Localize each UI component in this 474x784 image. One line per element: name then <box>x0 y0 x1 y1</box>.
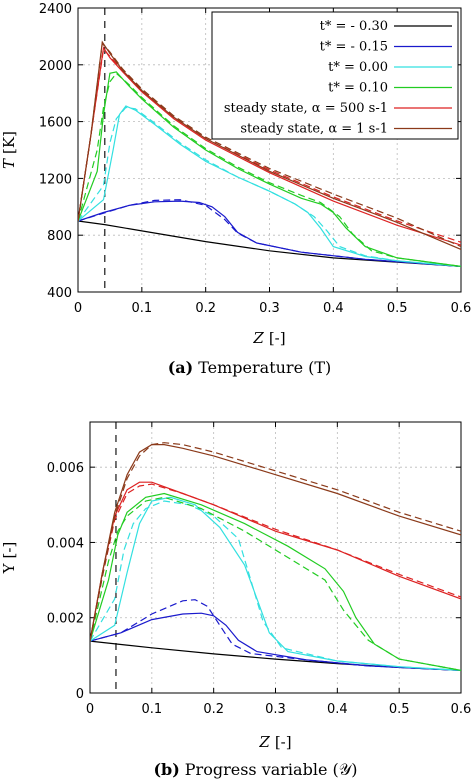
y-tick-label: 1200 <box>39 172 72 187</box>
series-line <box>78 40 461 250</box>
series-line <box>78 200 461 267</box>
x-tick-label: 0.4 <box>327 702 348 717</box>
y-tick-label: 2000 <box>39 59 72 74</box>
x-axis-variable: Z <box>252 329 264 347</box>
legend-label: t* = - 0.30 <box>320 19 388 34</box>
series-dashed-line <box>90 496 461 671</box>
series-line <box>78 46 461 246</box>
chart-temperature: 0 0.1 0.2 0.3 0.4 0.5 0.6 400 800 1200 1600 2000 240… <box>0 2 471 377</box>
y-tick-label: 1600 <box>39 116 72 131</box>
x-axis-unit: [-] <box>275 733 292 751</box>
legend-label: steady state, α = 500 s-1 <box>224 101 388 116</box>
y-axis-variable: Y <box>0 562 18 574</box>
figure-caption: (b) Progress variable (𝒴) <box>153 760 357 779</box>
x-tick-label: 0.1 <box>131 301 152 316</box>
x-tick-label: 0.6 <box>451 702 472 717</box>
x-tick-label: 0.3 <box>259 301 280 316</box>
x-axis-title: Z [-] <box>252 329 285 347</box>
y-tick-label: 0.004 <box>47 536 84 551</box>
y-axis-title: T [K] <box>0 131 18 169</box>
series-dashed-line <box>78 72 461 267</box>
legend-item: steady state, α = 500 s-1 <box>224 101 452 116</box>
x-tick-label: 0.6 <box>451 301 472 316</box>
x-tick-label: 0.5 <box>389 702 410 717</box>
y-tick-label: 0 <box>76 687 84 702</box>
x-tick-label: 0.2 <box>203 702 224 717</box>
series-line <box>78 105 461 267</box>
legend-item: t* = - 0.30 <box>320 19 452 34</box>
x-tick-label: 0.5 <box>387 301 408 316</box>
caption-tag: (b) <box>153 760 179 779</box>
series-line <box>90 640 461 671</box>
caption-text: Progress variable (𝒴) <box>185 760 358 779</box>
legend-box <box>211 11 459 140</box>
y-axis-unit: [-] <box>0 542 18 559</box>
x-tick-label: 0.3 <box>265 702 286 717</box>
series-line <box>90 612 461 671</box>
series-line <box>90 444 461 642</box>
caption-tag: (a) <box>168 358 194 377</box>
legend-label: t* = 0.00 <box>328 60 388 75</box>
legend-label: t* = - 0.15 <box>320 40 388 55</box>
x-axis-variable: Z <box>258 733 270 751</box>
series-dashed-line <box>90 500 461 671</box>
figure-caption: (a) Temperature (T) <box>168 358 332 377</box>
series-line <box>78 220 461 267</box>
x-tick-label: 0.1 <box>141 702 162 717</box>
x-axis-title: Z [-] <box>258 733 291 751</box>
legend-item: steady state, α = 1 s-1 <box>240 122 452 137</box>
y-tick-label: 400 <box>47 286 72 301</box>
x-axis-unit: [-] <box>269 329 286 347</box>
legend-label: t* = 0.10 <box>328 81 388 96</box>
curves <box>90 422 461 693</box>
y-axis-title: Y [-] <box>0 542 18 575</box>
series-dashed-line <box>78 106 461 267</box>
series-line <box>78 71 461 267</box>
x-tick-label: 0 <box>74 301 82 316</box>
x-tick-label: 0.4 <box>323 301 344 316</box>
series-line <box>90 496 461 671</box>
y-tick-label: 2400 <box>39 2 72 17</box>
x-tick-label: 0.2 <box>195 301 216 316</box>
y-tick-label: 0.006 <box>47 461 84 476</box>
legend-item: t* = - 0.15 <box>320 40 452 55</box>
series-line <box>90 481 461 642</box>
x-tick-label: 0 <box>86 702 94 717</box>
series-dashed-line <box>90 442 461 642</box>
legend-label: steady state, α = 1 s-1 <box>240 122 388 137</box>
curves <box>78 8 461 292</box>
y-tick-label: 800 <box>47 229 72 244</box>
caption-text: Temperature (T) <box>198 358 331 377</box>
legend-item: t* = 0.10 <box>328 81 452 96</box>
y-axis-variable: T <box>0 158 18 169</box>
legend: t* = - 0.30 t* = - 0.15 t* = 0.00 t* = 0.10… <box>211 11 459 140</box>
y-tick-label: 0.002 <box>47 612 84 627</box>
y-axis-unit: [K] <box>0 131 18 154</box>
series-line <box>90 492 461 671</box>
legend-item: t* = 0.00 <box>328 60 452 75</box>
